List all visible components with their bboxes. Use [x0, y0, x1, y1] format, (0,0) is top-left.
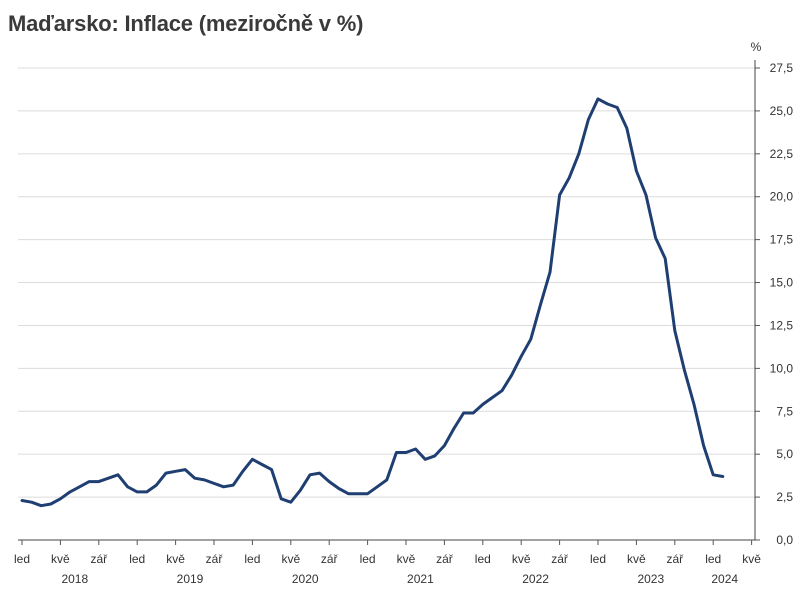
x-axis-month-label: zář: [551, 552, 569, 566]
x-axis-year-label: 2018: [61, 572, 88, 586]
y-axis-tick-label: 17,5: [770, 233, 794, 247]
x-axis-year-label: 2019: [177, 572, 204, 586]
y-axis-tick-label: 15,0: [770, 276, 794, 290]
x-axis-month-label: zář: [206, 552, 224, 566]
y-axis-tick-label: 0,0: [776, 533, 793, 547]
y-axis-tick-label: 12,5: [770, 318, 794, 332]
x-axis-year-label: 2024: [711, 572, 738, 586]
x-axis-month-label: kvě: [512, 552, 531, 566]
y-axis-tick-label: 10,0: [770, 361, 794, 375]
x-axis-year-label: 2021: [407, 572, 434, 586]
x-axis-month-label: zář: [90, 552, 108, 566]
y-axis-tick-label: 27,5: [770, 61, 794, 75]
chart-title: Maďarsko: Inflace (meziročně v %): [8, 11, 364, 36]
y-axis-tick-label: 5,0: [776, 447, 793, 461]
x-axis-month-label: led: [590, 552, 606, 566]
x-axis-month-label: led: [129, 552, 145, 566]
x-axis-month-label: led: [360, 552, 376, 566]
y-axis-tick-label: 2,5: [776, 490, 793, 504]
x-axis-year-label: 2020: [292, 572, 319, 586]
x-axis-month-label: kvě: [51, 552, 70, 566]
x-axis-tick-labels: led kvě zář led kvě zář led kvě zář led kvě zář led k…: [14, 552, 761, 566]
x-axis-month-label: zář: [436, 552, 454, 566]
x-axis-month-label: led: [475, 552, 491, 566]
x-axis-month-label: kvě: [166, 552, 185, 566]
series-lines: [20, 97, 725, 508]
x-axis-year-label: 2022: [522, 572, 549, 586]
x-axis-month-label: led: [705, 552, 721, 566]
x-axis-month-label: kvě: [281, 552, 300, 566]
y-axis-tick-label: 20,0: [770, 190, 794, 204]
x-axis-month-label: led: [14, 552, 30, 566]
y-axis-unit-label: %: [751, 40, 762, 54]
axes: [18, 60, 760, 545]
y-axis-tick-label: 25,0: [770, 104, 794, 118]
x-axis-month-label: kvě: [627, 552, 646, 566]
x-axis-month-label: zář: [666, 552, 684, 566]
gridlines: [18, 67, 755, 498]
x-axis-year-label: 2023: [637, 572, 664, 586]
x-axis-month-label: kvě: [742, 552, 761, 566]
x-axis-month-label: zář: [321, 552, 339, 566]
y-axis-tick-label: 7,5: [776, 404, 793, 418]
y-axis-tick-labels: 0,0 2,5 5,0 7,5 10,0 12,5 15,0 17,5 20,0 22,5 25,0…: [770, 61, 794, 547]
y-axis-tick-label: 22,5: [770, 147, 794, 161]
series-line: [20, 97, 725, 508]
x-axis-month-label: kvě: [397, 552, 416, 566]
x-axis-year-labels: 2018 2019 2020 2021 2022 2023 2024: [61, 572, 738, 586]
x-axis-month-label: led: [244, 552, 260, 566]
